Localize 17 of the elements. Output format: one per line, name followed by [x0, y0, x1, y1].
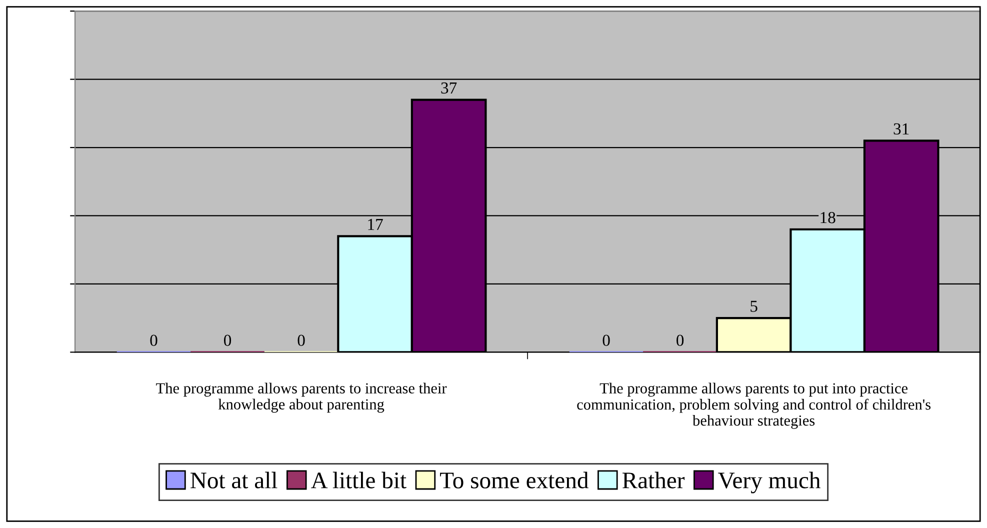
data-label: 0 [224, 334, 232, 346]
data-label: 17 [368, 218, 383, 230]
x-tick-label: The programme allows parents to put into practice communication, problem solving and control of children's behaviour strategies [577, 382, 931, 429]
legend-label: Very much [718, 472, 820, 494]
legend-label: A little bit [311, 472, 406, 488]
data-label: 31 [894, 123, 909, 135]
legend-label: To some extend [440, 472, 588, 488]
legend-label: Rather [622, 472, 685, 488]
data-label: 5 [750, 300, 758, 312]
legend-label: Not at all [190, 472, 278, 488]
x-tick-label: The programme allows parents to increase their knowledge about parenting [156, 382, 447, 413]
data-label: 0 [676, 334, 684, 346]
data-label: 0 [602, 334, 610, 346]
data-label: 37 [441, 82, 457, 94]
data-label: 0 [150, 334, 158, 346]
data-label: 18 [820, 212, 836, 224]
data-label: 0 [298, 334, 305, 346]
